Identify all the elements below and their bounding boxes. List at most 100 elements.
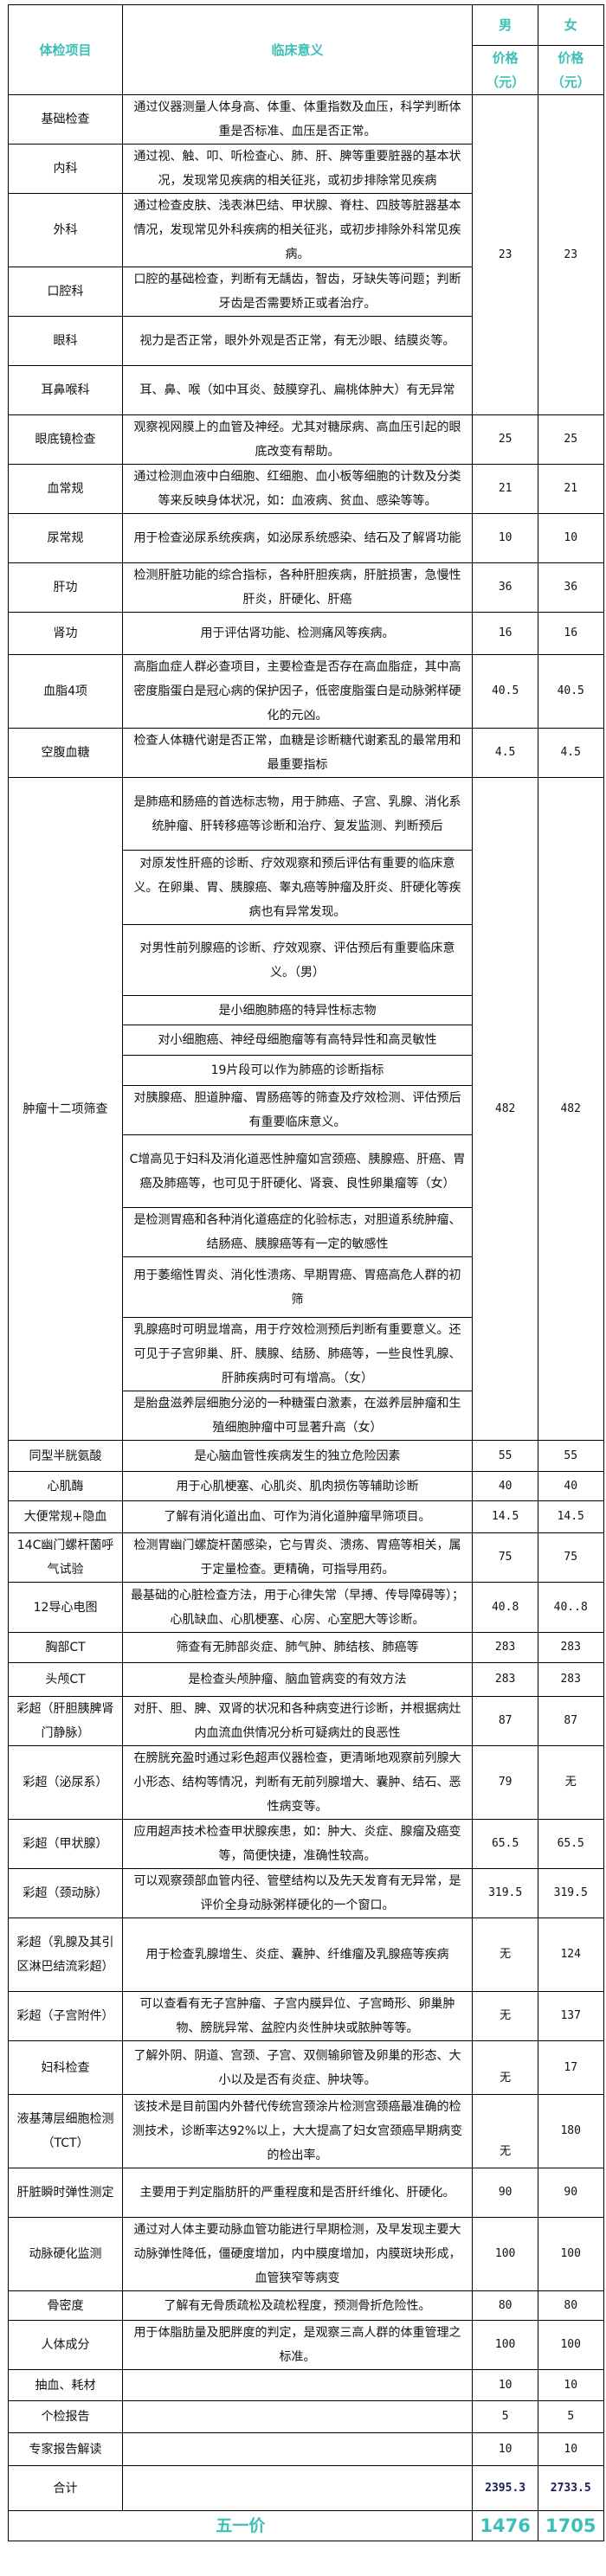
female-price: 180 xyxy=(537,2094,604,2168)
item-name: 12导心电图 xyxy=(8,1582,123,1633)
item-name: 动脉硬化监测 xyxy=(8,2217,123,2291)
item-description: 乳腺癌时可明显增高，用于疗效检测预后判断有重要意义。还可见于子宫卵巢、肝、胰腺、… xyxy=(121,1317,474,1391)
table-row: 肝脏瞬时弹性测定 主要用于判定脂肪肝的严重程度和是否肝纤维化、肝硬化。 90 90 xyxy=(8,2168,604,2218)
table-row: 基础检查 通过仪器测量人体身高、体重、体重指数及血压，科学判断体重是否标准、血压是… xyxy=(8,94,604,415)
item-name: 液基薄层细胞检测（TCT） xyxy=(8,2094,123,2168)
item-description: 用于心肌梗塞、心肌炎、肌肉损伤等辅助诊断 xyxy=(121,1471,474,1501)
male-price: 40.8 xyxy=(472,1582,538,1633)
female-price: 137 xyxy=(537,1991,604,2041)
item-name: 眼科 xyxy=(8,316,123,366)
table-row: 用于萎缩性胃炎、消化性溃疡、早期胃癌、胃癌高危人群的初筛 xyxy=(9,1256,603,1318)
item-name: 专家报告解读 xyxy=(8,2432,123,2466)
table-row: 血脂4项 高脂血症人群必查项目，主要检查是否存在高血脂症，其中高密度脂蛋白是冠心病… xyxy=(8,654,604,729)
item-name: 彩超（泌尿系） xyxy=(8,1745,123,1820)
item-name: 头颅CT xyxy=(8,1662,123,1697)
table-row: 个检报告 5 5 xyxy=(8,2400,604,2433)
male-price: 79 xyxy=(472,1745,538,1820)
male-price: 36 xyxy=(472,562,538,613)
male-price: 319.5 xyxy=(472,1868,538,1918)
item-description: 观察视网膜上的血管及神经。尤其对糖尿病、高血压引起的眼底改变有帮助。 xyxy=(121,414,474,465)
promo-label: 五一价 xyxy=(8,2510,474,2541)
item-description: 19片段可以作为肺癌的诊断指标 xyxy=(121,1055,474,1086)
female-price: 21 xyxy=(537,464,604,514)
item-name: 彩超（乳腺及其引区淋巴结流彩超） xyxy=(8,1918,123,1992)
female-price: 100 xyxy=(537,2320,604,2370)
female-price: 10 xyxy=(537,2432,604,2466)
item-description: 对原发性肝癌的诊断、疗效观察和预后评估有重要的临床意义。在卵巢、胃、胰腺癌、睾丸… xyxy=(121,850,474,925)
item-name: 眼底镜检查 xyxy=(8,414,123,465)
table-row: 妇科检查 了解外阴、阴道、宫颈、子宫、双侧输卵管及卵巢的形态、大小以及是否有炎症、… xyxy=(8,2040,604,2095)
item-name: 尿常规 xyxy=(8,513,123,563)
table-row: 19片段可以作为肺癌的诊断指标 xyxy=(9,1055,603,1086)
item-description: 了解有消化道出血、可作为消化道肿瘤早筛项目。 xyxy=(121,1500,474,1533)
table-row: C增高见于妇科及消化道恶性肿瘤如宫颈癌、胰腺癌、肝癌、胃癌及肺癌等，也可见于肝硬… xyxy=(9,1134,603,1208)
female-price: 25 xyxy=(537,414,604,465)
male-price: 75 xyxy=(472,1532,538,1583)
item-description: 是检查头颅肿瘤、脑血管病变的有效方法 xyxy=(121,1662,474,1697)
item-name: 个检报告 xyxy=(8,2400,123,2433)
item-description: 对小细胞癌、神经母细胞瘤等有高特异性和高灵敏性 xyxy=(121,1025,474,1056)
female-price: 4.5 xyxy=(537,728,604,778)
item-description: 检查人体糖代谢是否正常，血糖是诊断糖代谢紊乱的最常用和最重要指标 xyxy=(121,728,474,778)
female-price: 10 xyxy=(537,513,604,563)
item-description: 通过检测血液中白细胞、红细胞、血小板等细胞的计数及分类等来反映身体状况，如：血液… xyxy=(121,464,474,514)
item-description: 检测肝脏功能的综合指标，各种肝胆疾病，肝脏损害，急慢性肝炎，肝硬化、肝癌 xyxy=(121,562,474,613)
table-row: 是检测胃癌和各种消化道癌症的化验标志，对胆道系统肿瘤、结肠癌、胰腺癌等有一定的敏… xyxy=(9,1207,603,1257)
table-row: 液基薄层细胞检测（TCT） 该技术是目前国内外替代传统宫颈涂片检测宫颈癌最准确的检… xyxy=(8,2094,604,2168)
female-price: 23 xyxy=(537,94,604,415)
item-name: 肝脏瞬时弹性测定 xyxy=(8,2168,123,2218)
female-price: 55 xyxy=(537,1440,604,1472)
male-price: 55 xyxy=(472,1440,538,1472)
table-row: 14C幽门螺杆菌呼气试验 检测胃幽门螺旋杆菌感染，它与胃炎、溃疡、胃癌等相关，属于… xyxy=(8,1532,604,1583)
female-price: 17 xyxy=(537,2040,604,2095)
male-price: 14.5 xyxy=(472,1500,538,1533)
female-price: 5 xyxy=(537,2400,604,2433)
male-price: 16 xyxy=(472,612,538,655)
table-row: 对小细胞癌、神经母细胞瘤等有高特异性和高灵敏性 xyxy=(9,1025,603,1056)
item-description xyxy=(121,2400,474,2433)
header-female-price: 价格（元） xyxy=(537,45,604,95)
item-description: 在膀胱充盈时通过彩色超声仪器检查，更清晰地观察前列腺大小形态、结构等情况，判断有… xyxy=(121,1745,474,1820)
header-male-price: 价格（元） xyxy=(472,45,538,95)
item-description: 可以观察颈部血管内径、管壁结构以及先天发育有无异常，是评价全身动脉粥样硬化的一个… xyxy=(121,1868,474,1918)
female-price: 40 xyxy=(537,1471,604,1501)
item-name: 彩超（肝胆胰脾肾门静脉） xyxy=(8,1696,123,1746)
item-name: 彩超（甲状腺） xyxy=(8,1819,123,1869)
table-row: 尿常规 用于检查泌尿系统疾病，如泌尿系统感染、结石及了解肾功能 10 10 xyxy=(8,513,604,563)
table-row: 专家报告解读 10 10 xyxy=(8,2432,604,2466)
table-row: 外科 通过检查皮肤、浅表淋巴结、甲状腺、脊柱、四肢等脏器基本情况，发现常见外科疾病… xyxy=(8,193,603,267)
table-row: 耳鼻喉科 耳、鼻、喉（如中耳炎、鼓膜穿孔、扁桃体肿大）有无异常 xyxy=(8,365,603,415)
male-price: 100 xyxy=(472,2320,538,2370)
male-price: 4.5 xyxy=(472,728,538,778)
item-description: 通过检查皮肤、浅表淋巴结、甲状腺、脊柱、四肢等脏器基本情况，发现常见外科疾病的相… xyxy=(121,193,474,267)
item-name: 抽血、耗材 xyxy=(8,2369,123,2401)
header-female: 女 xyxy=(537,4,604,46)
female-price: 87 xyxy=(537,1696,604,1746)
table-row: 乳腺癌时可明显增高，用于疗效检测预后判断有重要意义。还可见于子宫卵巢、肝、胰腺、… xyxy=(9,1317,603,1391)
female-price: 124 xyxy=(537,1918,604,1992)
item-description: 对肝、胆、脾、双肾的状况和各种病变进行诊断，并根据病灶内血流血供情况分析可疑病灶… xyxy=(121,1696,474,1746)
female-price: 283 xyxy=(537,1632,604,1663)
promo-female-price: 1705 xyxy=(537,2510,604,2541)
table-row: 口腔科 口腔的基础检查，判断有无龋齿，智齿，牙缺失等问题；判断牙齿是否需要矫正或者… xyxy=(8,267,603,317)
item-description: 口腔的基础检查，判断有无龋齿，智齿，牙缺失等问题；判断牙齿是否需要矫正或者治疗。 xyxy=(121,267,474,317)
table-row: 12导心电图 最基础的心脏检查方法，用于心律失常（早搏、传导障碍等）；心肌缺血、心… xyxy=(8,1582,604,1633)
male-price: 283 xyxy=(472,1632,538,1663)
item-name: 人体成分 xyxy=(8,2320,123,2370)
promo-male-price: 1476 xyxy=(472,2510,538,2541)
table-row: 是胎盘滋养层细胞分泌的一种糖蛋白激素，在滋养层肿瘤和生殖细胞肿瘤中可显著升高（女… xyxy=(9,1391,603,1441)
item-name: 骨密度 xyxy=(8,2290,123,2321)
female-price: 16 xyxy=(537,612,604,655)
male-price: 80 xyxy=(472,2290,538,2321)
table-row: 彩超（子宫附件） 可以查看有无子宫肿瘤、子宫内膜异位、子宫畸形、卵巢肿物、膀胱异常… xyxy=(8,1991,604,2041)
item-name: 口腔科 xyxy=(8,267,123,317)
item-description: 是检测胃癌和各种消化道癌症的化验标志，对胆道系统肿瘤、结肠癌、胰腺癌等有一定的敏… xyxy=(121,1207,474,1257)
female-price: 40..8 xyxy=(537,1582,604,1633)
item-description: 该技术是目前国内外替代传统宫颈涂片检测宫颈癌最准确的检测技术，诊断率达92%以上… xyxy=(121,2094,474,2168)
item-name: 同型半胱氨酸 xyxy=(8,1440,123,1472)
total-label: 合计 xyxy=(8,2465,123,2511)
female-price: 482 xyxy=(537,777,604,1441)
item-name: 基础检查 xyxy=(8,94,123,145)
male-price: 25 xyxy=(472,414,538,465)
item-description: C增高见于妇科及消化道恶性肿瘤如宫颈癌、胰腺癌、肝癌、胃癌及肺癌等，也可见于肝硬… xyxy=(121,1134,474,1208)
